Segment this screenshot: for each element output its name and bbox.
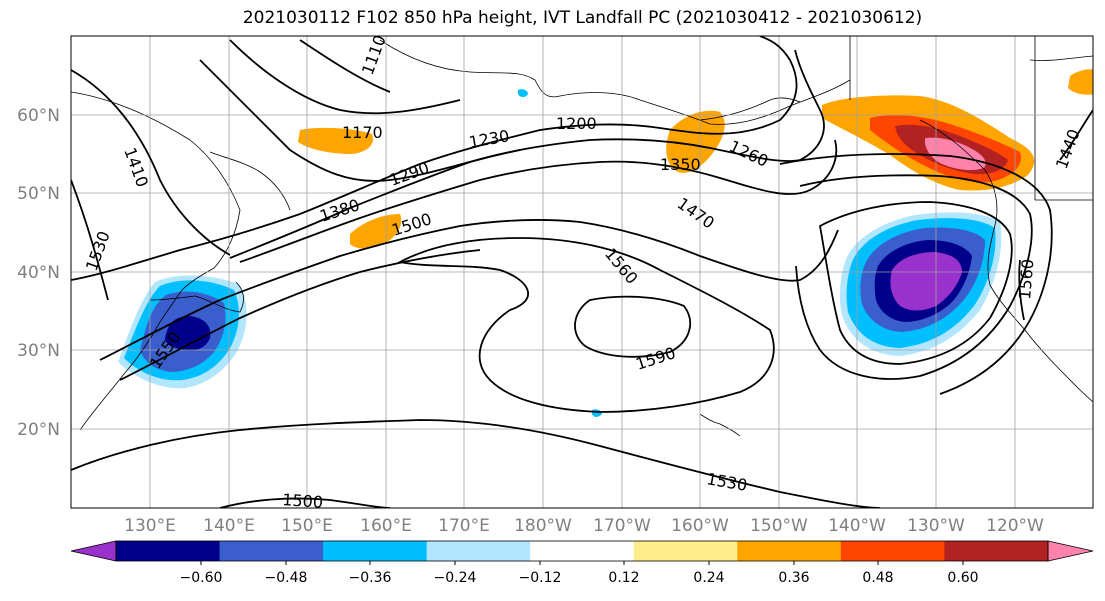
colorbar-segment xyxy=(633,541,738,561)
colorbar-segment xyxy=(219,541,324,561)
contour-label: 1500 xyxy=(282,490,324,512)
height-contours xyxy=(71,36,1093,508)
colorbar-segment xyxy=(116,541,221,561)
contour-label: 1560 xyxy=(1015,258,1037,300)
lon-label: 150°W xyxy=(750,516,808,536)
lon-label: 140°W xyxy=(828,516,886,536)
lat-label-20n: 20°N xyxy=(17,420,60,440)
colorbar-segments xyxy=(116,541,1049,561)
colorbar-segment xyxy=(426,541,531,561)
colorbar-segment xyxy=(737,541,842,561)
colorbar-tick-label: −0.24 xyxy=(434,570,477,586)
colorbar-tick-label: −0.60 xyxy=(180,570,223,586)
lat-label-30n: 30°N xyxy=(17,341,60,361)
colorbar-tick-label: 0.36 xyxy=(778,570,809,586)
colorbar-tick-label: −0.12 xyxy=(519,570,562,586)
colorbar-tick-label: 0.12 xyxy=(608,570,639,586)
colorbar-max-extension xyxy=(1047,540,1094,562)
lon-label: 170°W xyxy=(593,516,651,536)
colorbar: −0.60 −0.48 −0.36 −0.24 −0.12 0.12 0.24 … xyxy=(70,540,1094,586)
lon-label: 150°E xyxy=(281,516,333,536)
lat-label-40n: 40°N xyxy=(17,263,60,283)
graticule xyxy=(71,36,1093,508)
contour-label: 1170 xyxy=(342,123,383,142)
lon-label: 170°E xyxy=(438,516,490,536)
longitude-labels: 130°E 140°E 150°E 160°E 170°E 180°W 170°… xyxy=(124,516,1044,536)
colorbar-tick-label: 0.24 xyxy=(693,570,724,586)
contour-label: 1350 xyxy=(660,155,701,174)
lon-label: 130°E xyxy=(124,516,176,536)
colorbar-segment xyxy=(323,541,428,561)
lon-label: 140°E xyxy=(203,516,255,536)
colorbar-tick-label: 0.48 xyxy=(862,570,893,586)
colorbar-segment xyxy=(530,541,635,561)
coastlines xyxy=(71,36,1093,437)
lon-label: 120°W xyxy=(986,516,1044,536)
map-frame xyxy=(70,35,1094,509)
lon-label: 180°W xyxy=(514,516,572,536)
colorbar-segment xyxy=(840,541,945,561)
ivt-positive-region-kamchatka xyxy=(298,127,374,154)
colorbar-tick-label: 0.60 xyxy=(947,570,978,586)
colorbar-ticks xyxy=(200,561,964,565)
map-title: 2021030112 F102 850 hPa height, IVT Land… xyxy=(242,8,923,28)
colorbar-segment xyxy=(944,541,1049,561)
lat-label-50n: 50°N xyxy=(17,184,60,204)
ivt-positive-region-aleutian xyxy=(666,110,725,173)
lat-label-60n: 60°N xyxy=(17,106,60,126)
lon-label: 160°E xyxy=(360,516,412,536)
colorbar-tick-labels: −0.60 −0.48 −0.36 −0.24 −0.12 0.12 0.24 … xyxy=(180,570,979,586)
colorbar-outline xyxy=(115,540,1049,562)
colorbar-tick-label: −0.36 xyxy=(349,570,392,586)
lon-label: 160°W xyxy=(671,516,729,536)
colorbar-min-extension xyxy=(70,540,117,562)
lon-label: 130°W xyxy=(907,516,965,536)
contour-label: 1200 xyxy=(556,114,597,133)
latitude-labels: 60°N 50°N 40°N 30°N 20°N xyxy=(17,106,60,440)
colorbar-tick-label: −0.48 xyxy=(265,570,308,586)
